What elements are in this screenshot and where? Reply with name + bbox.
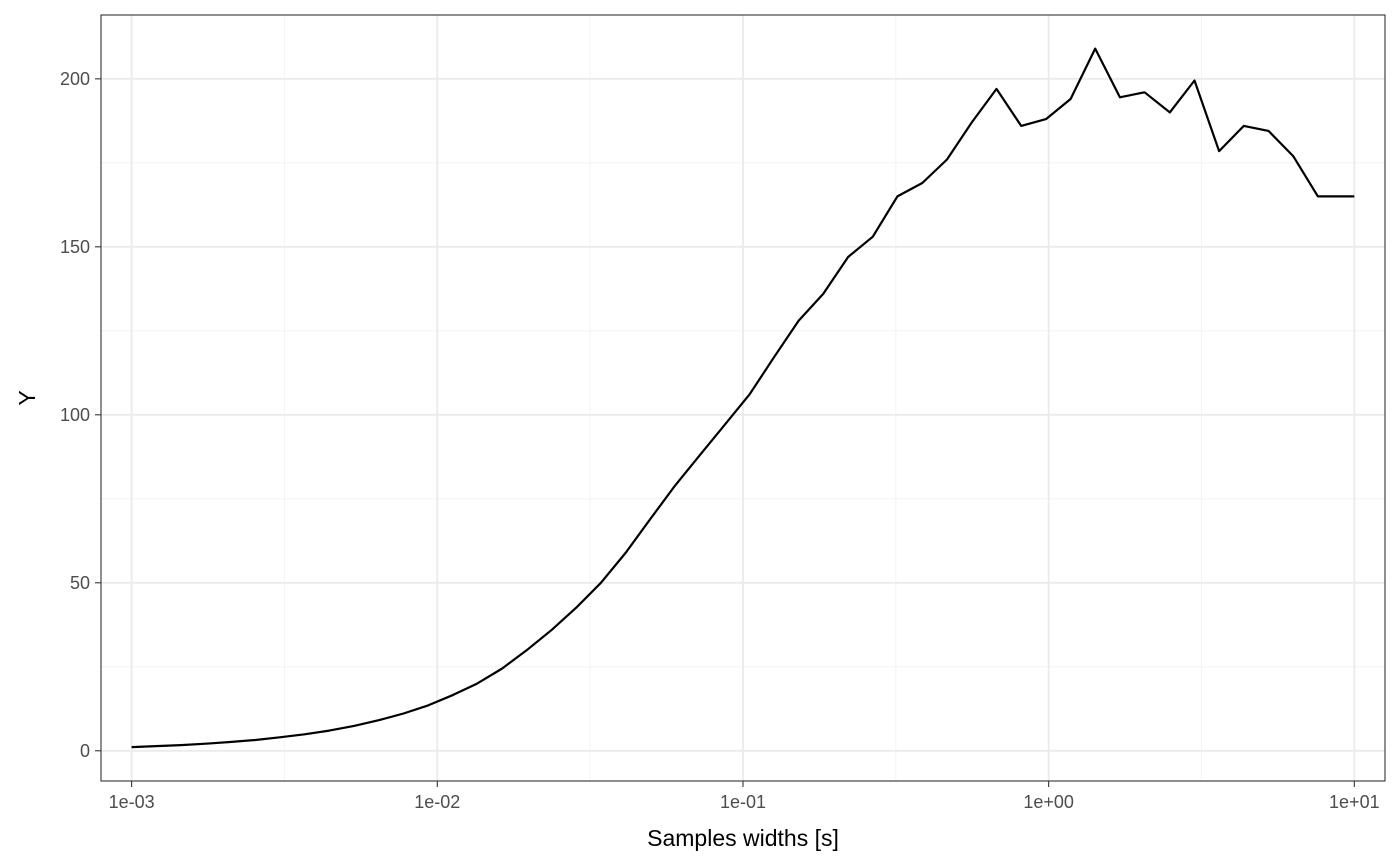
y-tick-label: 100	[60, 405, 90, 425]
y-tick-label: 0	[80, 741, 90, 761]
y-tick-label: 200	[60, 69, 90, 89]
x-tick-label: 1e-03	[109, 792, 155, 812]
major-gridlines-y	[101, 77, 1385, 752]
x-axis-ticks	[131, 781, 1355, 787]
minor-gridlines-x	[283, 15, 1203, 781]
major-gridlines-x	[130, 15, 1356, 781]
x-tick-label: 1e-02	[414, 792, 460, 812]
x-tick-label: 1e+00	[1023, 792, 1074, 812]
y-axis-title: Y	[14, 390, 40, 405]
data-line	[131, 47, 1355, 749]
y-tick-label: 150	[60, 237, 90, 257]
y-tick-label: 50	[70, 573, 90, 593]
x-axis-title: Samples widths [s]	[647, 825, 839, 851]
x-tick-label: 1e-01	[720, 792, 766, 812]
y-axis-tick-labels: 0 50 100 150 200	[60, 69, 90, 761]
x-axis-tick-labels: 1e-03 1e-02 1e-01 1e+00 1e+01	[109, 792, 1380, 812]
y-axis-ticks	[95, 78, 101, 752]
x-tick-label: 1e+01	[1329, 792, 1380, 812]
